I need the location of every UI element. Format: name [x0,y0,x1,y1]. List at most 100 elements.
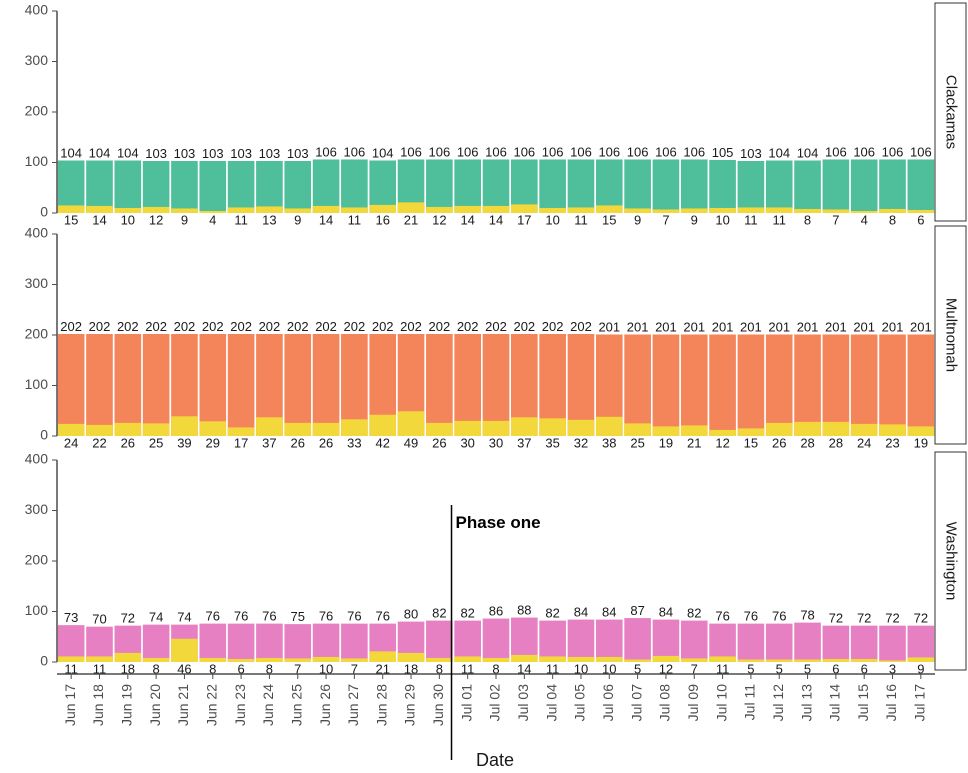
bar-icu-washington [454,656,481,662]
bar-icu-clackamas [284,208,312,213]
facet-strip-washington [934,451,967,671]
icu-label-clackamas: 4 [861,212,868,227]
bar-icu-clackamas [426,206,453,213]
bar-total-washington [879,625,906,662]
icu-label-clackamas: 12 [149,212,163,227]
bar-total-washington [86,626,113,662]
bar-icu-clackamas [624,208,651,213]
icu-label-clackamas: 8 [804,212,811,227]
x-tick-label: Jul 14 [827,684,843,722]
total-label-washington: 76 [262,609,276,624]
bar-total-washington [624,618,651,662]
facet-label-multnomah: Multnomah [943,298,960,372]
facet-label-washington: Washington [943,522,960,601]
icu-label-washington: 3 [889,661,896,676]
icu-label-washington: 7 [351,661,358,676]
bar-icu-washington [907,657,935,662]
x-tick-label: Jun 26 [317,684,333,726]
total-label-multnomah: 202 [542,319,564,334]
x-tick-label: Jul 09 [685,684,701,722]
icu-label-multnomah: 21 [687,435,701,450]
y-tick-label: 300 [25,275,49,291]
total-label-clackamas: 106 [882,144,904,159]
bar-icu-clackamas [879,208,906,213]
x-tick-label: Jul 04 [543,684,559,722]
bar-total-washington [794,622,821,662]
bar-total-washington [737,623,765,662]
bar-icu-multnomah [426,422,453,436]
bar-total-multnomah [624,334,651,436]
bar-total-multnomah [284,333,312,436]
bar-icu-multnomah [142,423,170,436]
bar-icu-clackamas [511,204,538,213]
total-label-multnomah: 201 [598,319,620,334]
icu-label-multnomah: 30 [489,435,503,450]
bar-icu-washington [369,651,397,662]
bar-total-multnomah [199,333,227,436]
total-label-washington: 73 [64,610,78,625]
bar-icu-washington [680,658,708,662]
icu-label-washington: 5 [776,661,783,676]
total-label-clackamas: 106 [315,144,337,159]
total-label-clackamas: 106 [853,144,875,159]
total-label-multnomah: 202 [202,319,224,334]
x-tick-label: Jul 02 [487,684,503,722]
total-label-clackamas: 106 [542,144,564,159]
bar-total-multnomah [680,334,708,436]
y-tick-label: 0 [40,427,48,443]
bar-total-clackamas [539,159,566,213]
bar-icu-multnomah [511,417,538,436]
bar-icu-washington [624,659,651,662]
total-label-washington: 72 [121,611,135,626]
bar-total-multnomah [114,333,142,436]
total-label-multnomah: 202 [344,319,366,334]
icu-label-clackamas: 10 [715,212,729,227]
icu-label-washington: 11 [546,661,560,676]
total-label-clackamas: 106 [513,144,535,159]
total-label-clackamas: 106 [570,144,592,159]
total-label-washington: 76 [375,609,389,624]
bar-icu-washington [171,638,198,662]
icu-label-washington: 8 [209,661,216,676]
total-label-multnomah: 202 [145,319,167,334]
total-label-washington: 76 [715,609,729,624]
x-tick-label: Jul 11 [742,684,758,721]
total-label-washington: 76 [772,609,786,624]
bar-icu-multnomah [171,416,198,436]
bar-icu-multnomah [256,417,283,436]
x-tick-label: Jul 08 [657,684,673,722]
bar-total-multnomah [850,334,878,436]
bar-total-clackamas [171,160,198,213]
bar-icu-clackamas [709,207,736,213]
bar-total-washington [312,623,340,662]
icu-label-clackamas: 14 [319,212,333,227]
bar-icu-multnomah [794,421,821,436]
bar-total-clackamas [454,159,481,213]
bar-icu-multnomah [567,419,595,436]
bar-total-clackamas [850,159,878,213]
bar-icu-multnomah [822,421,850,436]
icu-label-clackamas: 11 [772,212,786,227]
total-label-multnomah: 202 [513,319,535,334]
bar-icu-washington [765,659,793,662]
bar-icu-clackamas [907,209,935,213]
icu-label-multnomah: 37 [517,435,531,450]
total-label-multnomah: 202 [457,319,479,334]
icu-label-clackamas: 15 [64,212,78,227]
total-label-multnomah: 201 [683,319,705,334]
total-label-washington: 74 [177,610,191,625]
bar-total-clackamas [595,159,623,213]
icu-label-washington: 5 [747,661,754,676]
bar-total-clackamas [680,159,708,213]
total-label-clackamas: 104 [89,145,111,160]
x-tick-label: Jun 21 [175,684,191,726]
icu-label-multnomah: 17 [234,435,248,450]
total-label-clackamas: 106 [485,144,507,159]
icu-label-clackamas: 13 [262,212,276,227]
icu-label-multnomah: 33 [347,435,361,450]
icu-label-multnomah: 39 [177,435,191,450]
icu-label-multnomah: 19 [914,435,928,450]
bar-total-multnomah [765,334,793,436]
facet-strip-clackamas [934,2,967,222]
x-tick-label: Jun 22 [203,684,219,726]
